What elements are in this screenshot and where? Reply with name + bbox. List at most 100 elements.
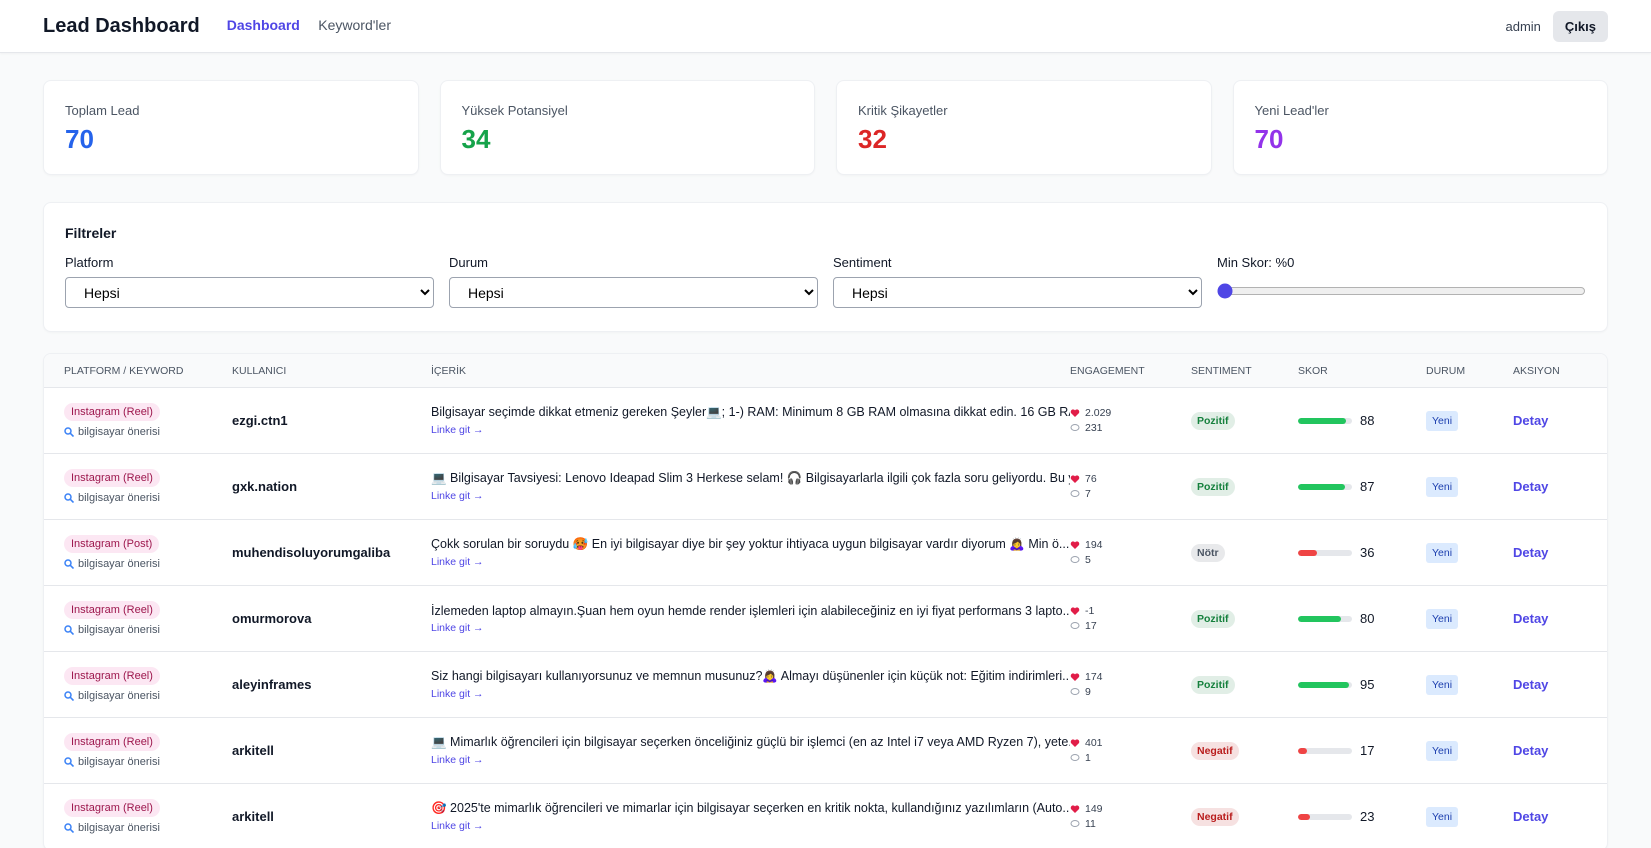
status-cell: Yeni [1426,542,1513,563]
sentiment-cell: Pozitif [1191,675,1298,694]
stat-value: 70 [1254,124,1284,154]
detail-link[interactable]: Detay [1513,413,1549,428]
score-cell: 80 [1298,611,1426,626]
sentiment-badge: Pozitif [1191,411,1235,430]
content-cell: Siz hangi bilgisayarı kullanıyorsunuz ve… [431,669,1070,700]
status-cell: Yeni [1426,740,1513,761]
engagement: 149 11 [1070,800,1191,833]
content-text: 💻 Mimarlık öğrencileri için bilgisayar s… [431,735,1070,749]
score-value: 95 [1360,677,1375,692]
likes: -1 [1070,605,1191,617]
score-value: 88 [1360,413,1375,428]
post-link[interactable]: Linke git → [431,556,484,568]
keyword: bilgisayar önerisi [64,690,232,702]
keyword: bilgisayar önerisi [64,756,232,768]
action-cell: Detay [1513,545,1607,560]
platform-cell: Instagram (Reel) bilgisayar önerisi [64,799,232,834]
comments: 7 [1070,488,1191,500]
detail-link[interactable]: Detay [1513,611,1549,626]
post-link[interactable]: Linke git → [431,688,484,700]
status-cell: Yeni [1426,674,1513,695]
platform-cell: Instagram (Reel) bilgisayar önerisi [64,601,232,636]
sentiment-badge: Nötr [1191,543,1225,562]
table-row: Instagram (Reel) bilgisayar önerisi aleyin… [44,652,1607,718]
comments: 11 [1070,818,1191,830]
score-cell: 17 [1298,743,1426,758]
keyword: bilgisayar önerisi [64,822,232,834]
keyword-text: bilgisayar önerisi [78,756,160,768]
platform-cell: Instagram (Reel) bilgisayar önerisi [64,403,232,438]
heart-icon [1070,475,1080,483]
stat-card: Yüksek Potansiyel 34 [439,80,815,175]
stat-card: Kritik Şikayetler 32 [836,80,1212,175]
engagement: 76 7 [1070,470,1191,503]
table-header: PLATFORM / KEYWORD KULLANICI İÇERİK ENGAGEM… [44,354,1607,388]
comment-icon [1070,490,1080,497]
logout-button[interactable]: Çıkış [1552,10,1608,42]
stat-card: Yeni Lead'ler 70 [1232,80,1608,175]
status-badge: Yeni [1426,476,1459,497]
stat-value: 32 [858,124,887,154]
filter-field: Durum Hepsi [449,255,818,308]
post-link[interactable]: Linke git → [431,820,484,832]
content-text: 💻 Bilgisayar Tavsiyesi: Lenovo Ideapad S… [431,471,1070,485]
status-cell: Yeni [1426,608,1513,629]
comment-icon [1070,556,1080,563]
likes-count: 174 [1085,671,1103,683]
post-link[interactable]: Linke git → [431,754,484,766]
search-icon [64,757,74,767]
nav-link[interactable]: Dashboard [226,17,300,33]
detail-link[interactable]: Detay [1513,677,1549,692]
filter-select[interactable]: Hepsi [65,277,434,308]
stat-value: 70 [65,124,94,154]
sentiment-cell: Pozitif [1191,477,1298,496]
username: admin [1505,18,1541,34]
comments-count: 5 [1085,554,1091,566]
stat-value: 34 [461,124,491,154]
score-value: 17 [1360,743,1375,758]
sentiment-badge: Negatif [1191,807,1239,826]
nav: Dashboard Keyword'ler [227,17,405,35]
keyword: bilgisayar önerisi [64,624,232,636]
filter-select[interactable]: Hepsi [449,277,818,308]
detail-link[interactable]: Detay [1513,809,1549,824]
platform-cell: Instagram (Reel) bilgisayar önerisi [64,733,232,768]
score-value: 87 [1360,479,1375,494]
comments-count: 9 [1085,686,1091,698]
min-score-slider[interactable] [1217,283,1586,299]
detail-link[interactable]: Detay [1513,479,1549,494]
keyword-text: bilgisayar önerisi [78,690,160,702]
nav-link[interactable]: Keyword'ler [318,17,391,33]
action-cell: Detay [1513,413,1607,428]
sentiment-cell: Pozitif [1191,609,1298,628]
detail-link[interactable]: Detay [1513,743,1549,758]
table-row: Instagram (Post) bilgisayar önerisi muhend… [44,520,1607,586]
status-cell: Yeni [1426,410,1513,431]
platform-cell: Instagram (Reel) bilgisayar önerisi [64,469,232,504]
stat-label: Yeni Lead'ler [1254,103,1329,118]
likes: 149 [1070,803,1191,815]
heart-icon [1070,673,1080,681]
score-track [1298,417,1352,424]
filter-select[interactable]: Hepsi [833,277,1202,308]
search-icon [64,559,74,569]
content-cell: 💻 Bilgisayar Tavsiyesi: Lenovo Ideapad S… [431,471,1070,502]
post-link[interactable]: Linke git → [431,490,484,502]
sentiment-cell: Pozitif [1191,411,1298,430]
keyword-text: bilgisayar önerisi [78,492,160,504]
likes-count: 194 [1085,539,1103,551]
filter-grid: Platform Hepsi Durum Hepsi Sentiment Hepsi Min… [65,255,1586,308]
score-bar [1298,417,1346,424]
heart-icon [1070,409,1080,417]
comments: 5 [1070,554,1191,566]
stat-card: Toplam Lead 70 [43,80,419,175]
post-link[interactable]: Linke git → [431,424,484,436]
likes: 194 [1070,539,1191,551]
sentiment-cell: Negatif [1191,807,1298,826]
post-link[interactable]: Linke git → [431,621,484,634]
column-header: DURUM [1426,364,1466,377]
detail-link[interactable]: Detay [1513,545,1549,560]
sentiment-badge: Pozitif [1191,609,1235,628]
table-row: Instagram (Reel) bilgisayar önerisi gxk.na… [44,454,1607,520]
